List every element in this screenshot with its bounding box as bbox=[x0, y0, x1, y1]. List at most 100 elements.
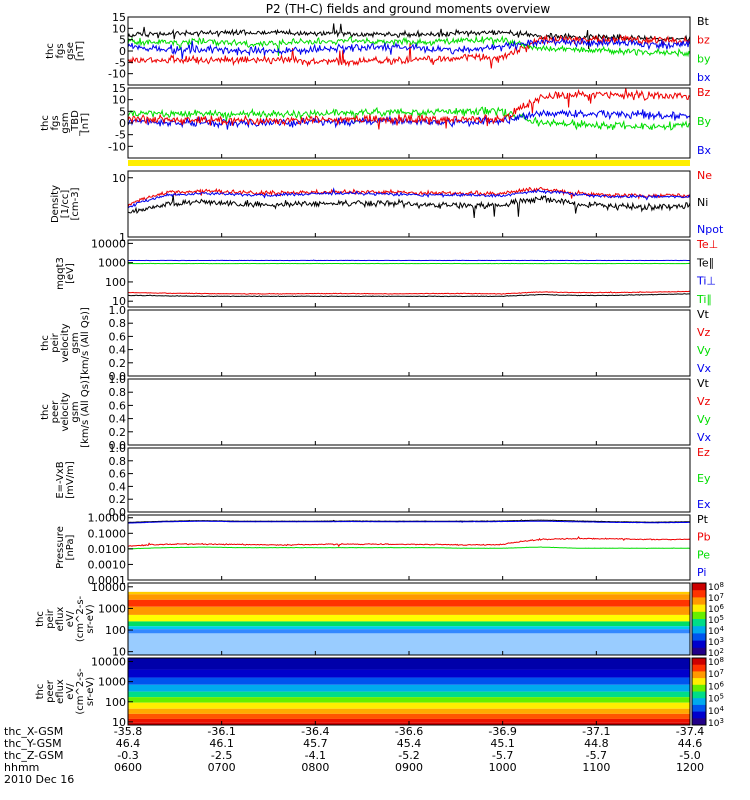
x-axis-annotations: thc_X-GSM -35.8 -36.1 -36.4 -36.6 -36.9 -37.1 -… bbox=[4, 725, 704, 786]
spectrogram-band bbox=[128, 594, 690, 600]
colorbar-segment bbox=[692, 658, 706, 666]
series-line-Te⊥ bbox=[127, 290, 691, 295]
y-axis-label: Density [1/cc] [cm-3] bbox=[50, 185, 81, 223]
legend-entry: Pb bbox=[697, 531, 711, 544]
legend-entry: Ey bbox=[697, 472, 711, 485]
x-axis-row-label: thc_Y-GSM bbox=[4, 737, 62, 750]
y-axis-label: mgqt3 [eV] bbox=[55, 257, 76, 290]
y-tick-label: 0.0010 bbox=[88, 558, 127, 571]
y-tick-label: 0 bbox=[119, 117, 126, 130]
y-tick-label: 10 bbox=[112, 22, 126, 35]
y-axis-label-line: [km/s (All Qs)] bbox=[80, 307, 91, 379]
y-tick-label: 0.2 bbox=[109, 493, 127, 506]
series-line-Ti⊥ bbox=[128, 259, 690, 262]
y-tick-label: 0.0001 bbox=[88, 574, 127, 587]
series-line-Pe bbox=[127, 546, 690, 550]
panel-pressure: 1.0000 0.1000 0.0100 0.0010 0.0001 Pressure [n… bbox=[55, 512, 711, 587]
colorbar-segment bbox=[692, 691, 706, 699]
x-axis-row-value: -5.7 bbox=[586, 749, 607, 762]
y-axis-label-line: peir bbox=[50, 332, 61, 352]
spectrogram-band bbox=[128, 626, 690, 630]
x-axis-row-value: -37.1 bbox=[582, 725, 610, 738]
y-axis-label-line: (cm^2-s- bbox=[75, 668, 86, 715]
x-axis-row-value: -36.4 bbox=[301, 725, 329, 738]
y-axis-label-line: [eV] bbox=[65, 263, 76, 284]
colorbar-label: 107 bbox=[708, 668, 724, 680]
series-line-Pb bbox=[128, 535, 691, 548]
x-axis-row-value: -36.9 bbox=[488, 725, 516, 738]
y-tick-label: 10000 bbox=[91, 581, 126, 594]
colorbar-frame bbox=[691, 657, 707, 726]
legend-entry: by bbox=[697, 52, 711, 65]
y-axis-label-line: fgs bbox=[50, 115, 61, 130]
y-tick-label: 15 bbox=[112, 82, 126, 95]
y-axis-label-line: [mV/m] bbox=[65, 461, 76, 499]
y-tick-label: 100 bbox=[105, 276, 126, 289]
x-axis-row-value: 45.7 bbox=[303, 737, 328, 750]
y-axis-label-line: velocity bbox=[60, 323, 71, 362]
spectrogram-band bbox=[128, 629, 690, 634]
legend-entry: Bx bbox=[697, 144, 712, 157]
x-axis-row-value: -37.4 bbox=[676, 725, 704, 738]
colorbar-label: 106 bbox=[708, 680, 724, 692]
y-axis-label-line: sr-eV) bbox=[85, 677, 96, 706]
y-axis-label-line: [nT] bbox=[75, 41, 86, 61]
spectrogram-band bbox=[128, 684, 690, 692]
y-tick-label: 10 bbox=[112, 295, 126, 308]
colorbar-label: 103 bbox=[708, 636, 724, 648]
y-tick-label: 0.4 bbox=[109, 344, 127, 357]
spectrogram-band bbox=[128, 677, 690, 685]
legend-entry: Vz bbox=[697, 326, 711, 339]
y-axis-label-line: [nT] bbox=[80, 113, 91, 133]
y-tick-label: 1000 bbox=[98, 257, 126, 270]
y-tick-label: 10000 bbox=[91, 656, 126, 669]
x-tick-label: 1200 bbox=[676, 761, 704, 774]
y-axis-label-line: peer bbox=[50, 400, 61, 424]
series-line-Ne bbox=[127, 186, 691, 208]
series-line-bz bbox=[127, 34, 691, 69]
y-tick-label: 10000 bbox=[91, 237, 126, 250]
series-line-by bbox=[127, 35, 691, 58]
legend-entry: Vx bbox=[697, 362, 712, 375]
legend-entry: Vy bbox=[697, 413, 711, 426]
y-axis-label-line: _TBD bbox=[70, 110, 81, 137]
colorbar-segment bbox=[692, 698, 706, 706]
y-tick-label: -10 bbox=[108, 140, 126, 153]
y-tick-label: 0.0 bbox=[109, 506, 127, 519]
y-tick-label: -10 bbox=[108, 68, 126, 81]
x-axis-row-label: thc_X-GSM bbox=[4, 725, 63, 738]
legend-entry: Vt bbox=[697, 308, 710, 321]
y-tick-label: 1.0 bbox=[109, 373, 127, 386]
legend-entry: bz bbox=[697, 34, 710, 47]
y-axis-label-line: [nPa] bbox=[65, 534, 76, 560]
colorbar-segment bbox=[692, 671, 706, 679]
y-tick-label: 1.0000 bbox=[88, 512, 127, 525]
colorbar-label: 104 bbox=[708, 625, 724, 637]
y-axis-label-line: eV/ bbox=[65, 610, 76, 627]
y-axis-label: thc peer eflux eV/(cm^2-s-sr-eV) bbox=[35, 668, 96, 715]
colorbar-segment bbox=[692, 678, 706, 686]
series-line-Ni bbox=[127, 194, 691, 218]
legend-entry: Vx bbox=[697, 431, 712, 444]
colorbar-label: 107 bbox=[708, 592, 724, 604]
x-axis-row-value: -36.1 bbox=[207, 725, 235, 738]
spectrogram-band bbox=[128, 621, 690, 627]
y-tick-label: 0.6 bbox=[109, 330, 127, 343]
colorbar-label: 104 bbox=[708, 705, 724, 717]
legend-entry: Ti⊥ bbox=[696, 275, 716, 288]
y-axis-label: thc peir eflux eV/(cm^2-s-sr-eV) bbox=[35, 595, 96, 642]
y-tick-label: 100 bbox=[105, 696, 126, 709]
y-tick-label: 1.0 bbox=[109, 304, 127, 317]
legend-entry: Bz bbox=[697, 86, 711, 99]
legend-entry: Ne bbox=[697, 169, 712, 182]
y-axis-label-line: thc bbox=[40, 404, 51, 420]
y-tick-label: 0.1000 bbox=[88, 527, 127, 540]
panel-frame bbox=[127, 239, 691, 308]
y-axis-label-line: gsm bbox=[60, 112, 71, 133]
legend-entry: Te⊥ bbox=[696, 238, 718, 251]
legend: Bt bz by bx bbox=[697, 15, 711, 84]
